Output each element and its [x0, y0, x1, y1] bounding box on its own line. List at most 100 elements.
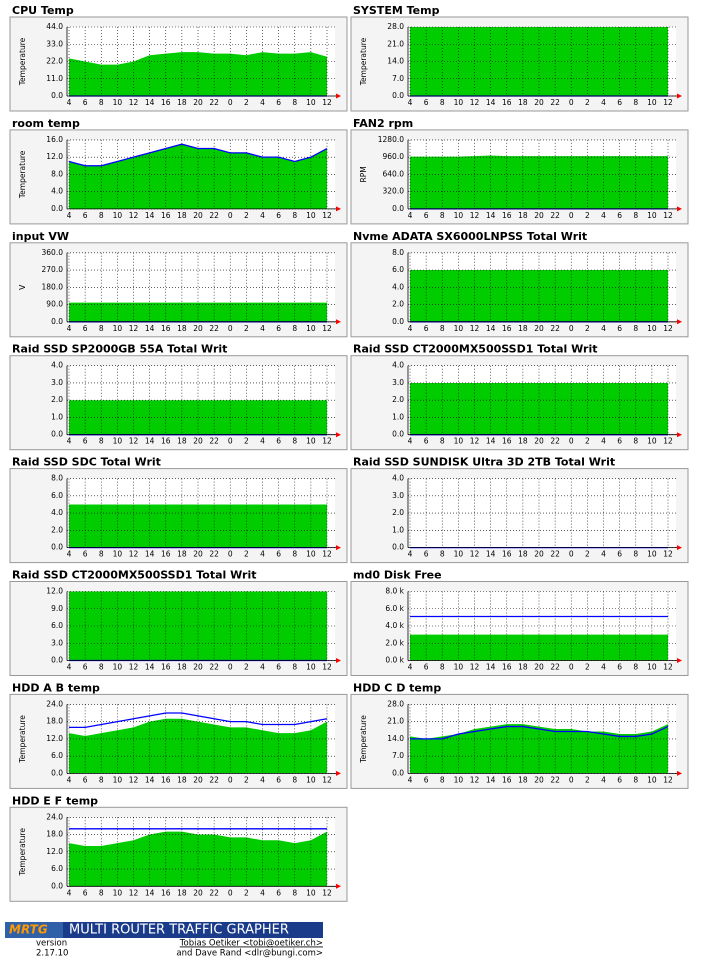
x-tick-label: 2 [585, 211, 590, 220]
x-tick-label: 16 [161, 663, 171, 672]
y-tick-label: 12.0 [46, 152, 63, 161]
x-tick-label: 16 [502, 98, 512, 107]
axis-arrow [677, 545, 682, 551]
x-tick-label: 8 [440, 437, 445, 446]
x-tick-label: 6 [617, 211, 622, 220]
y-tick-label: 0.0 [51, 204, 63, 213]
x-tick-label: 2 [244, 211, 249, 220]
x-tick-label: 20 [193, 324, 203, 333]
x-tick-label: 8 [99, 775, 104, 784]
x-tick-label: 20 [534, 324, 544, 333]
y-tick-label: 640.0 [383, 169, 405, 178]
x-tick-label: 6 [276, 98, 281, 107]
x-tick-label: 8 [633, 663, 638, 672]
y-tick-label: 6.0 [51, 751, 63, 760]
x-tick-label: 4 [67, 437, 72, 446]
chart-title: HDD E F temp [12, 794, 98, 807]
y-tick-label: 12.0 [46, 847, 63, 856]
chart-title: input VW [12, 230, 69, 243]
axis-arrow [677, 770, 682, 776]
x-tick-label: 12 [470, 324, 480, 333]
area [410, 270, 668, 322]
x-tick-label: 6 [424, 211, 429, 220]
x-tick-label: 0 [569, 211, 574, 220]
x-tick-label: 12 [322, 550, 332, 559]
x-tick-label: 8 [99, 888, 104, 897]
x-tick-label: 14 [486, 211, 496, 220]
x-tick-label: 8 [99, 663, 104, 672]
axis-arrow [336, 93, 341, 99]
x-tick-label: 12 [470, 98, 480, 107]
x-tick-label: 10 [454, 775, 464, 784]
y-tick-label: 9.0 [51, 604, 63, 613]
x-tick-label: 18 [518, 437, 528, 446]
x-tick-label: 6 [424, 98, 429, 107]
y-tick-label: 2.0 [392, 300, 404, 309]
x-tick-label: 16 [161, 324, 171, 333]
x-tick-label: 10 [647, 775, 657, 784]
x-tick-label: 8 [292, 324, 297, 333]
x-tick-label: 6 [424, 437, 429, 446]
x-tick-label: 2 [244, 98, 249, 107]
x-tick-label: 8 [440, 324, 445, 333]
x-tick-label: 16 [502, 550, 512, 559]
axis-arrow [336, 545, 341, 551]
y-tick-label: 0.0 [392, 317, 404, 326]
x-tick-label: 0 [569, 775, 574, 784]
x-tick-label: 12 [663, 324, 673, 333]
y-tick-label: 18.0 [46, 717, 63, 726]
x-tick-label: 8 [440, 663, 445, 672]
x-tick-label: 14 [145, 437, 155, 446]
x-tick-label: 12 [129, 775, 139, 784]
y-tick-label: 33.0 [46, 39, 63, 48]
x-tick-label: 6 [617, 437, 622, 446]
x-tick-label: 4 [67, 888, 72, 897]
x-tick-label: 0 [228, 888, 233, 897]
x-tick-label: 4 [408, 550, 413, 559]
y-tick-label: 360.0 [42, 248, 64, 257]
y-tick-label: 0.0 k [385, 656, 404, 665]
x-tick-label: 4 [260, 663, 265, 672]
x-tick-label: 12 [129, 324, 139, 333]
x-tick-label: 16 [161, 437, 171, 446]
x-tick-label: 4 [260, 888, 265, 897]
x-tick-label: 12 [322, 775, 332, 784]
x-tick-label: 2 [585, 550, 590, 559]
y-tick-label: 8.0 [51, 474, 63, 483]
x-tick-label: 12 [322, 663, 332, 672]
x-tick-label: 12 [322, 888, 332, 897]
axis-arrow [677, 93, 682, 99]
area [410, 382, 668, 435]
x-tick-label: 16 [502, 324, 512, 333]
x-tick-label: 0 [228, 211, 233, 220]
y-tick-label: 21.0 [387, 717, 404, 726]
y-tick-label: 3.0 [51, 638, 63, 647]
x-tick-label: 18 [177, 211, 187, 220]
x-tick-label: 16 [502, 775, 512, 784]
x-tick-label: 8 [292, 550, 297, 559]
x-tick-label: 20 [193, 98, 203, 107]
x-tick-label: 10 [306, 437, 316, 446]
x-tick-label: 14 [145, 211, 155, 220]
x-tick-label: 6 [617, 550, 622, 559]
chart-title: FAN2 rpm [353, 117, 413, 130]
chart-title: Nvme ADATA SX6000LNPSS Total Writ [353, 230, 587, 243]
y-tick-label: 2.0 [392, 395, 404, 404]
chart-title: Raid SSD CT2000MX500SSD1 Total Writ [353, 343, 598, 356]
x-tick-label: 10 [454, 437, 464, 446]
x-tick-label: 8 [440, 550, 445, 559]
y-tick-label: 6.0 [51, 491, 63, 500]
area [69, 591, 327, 661]
x-tick-label: 4 [67, 324, 72, 333]
author-link[interactable]: Tobias Oetiker <tobi@oetiker.ch> [179, 939, 323, 949]
author-link[interactable]: and Dave Rand <dlr@bungi.com> [176, 949, 323, 959]
x-tick-label: 14 [145, 888, 155, 897]
x-tick-label: 22 [550, 437, 560, 446]
x-tick-label: 18 [518, 98, 528, 107]
x-tick-label: 22 [209, 211, 219, 220]
x-tick-label: 14 [145, 775, 155, 784]
y-tick-label: 21.0 [387, 39, 404, 48]
y-tick-label: 4.0 [51, 361, 63, 370]
y-tick-label: 14.0 [387, 734, 404, 743]
x-tick-label: 12 [322, 98, 332, 107]
